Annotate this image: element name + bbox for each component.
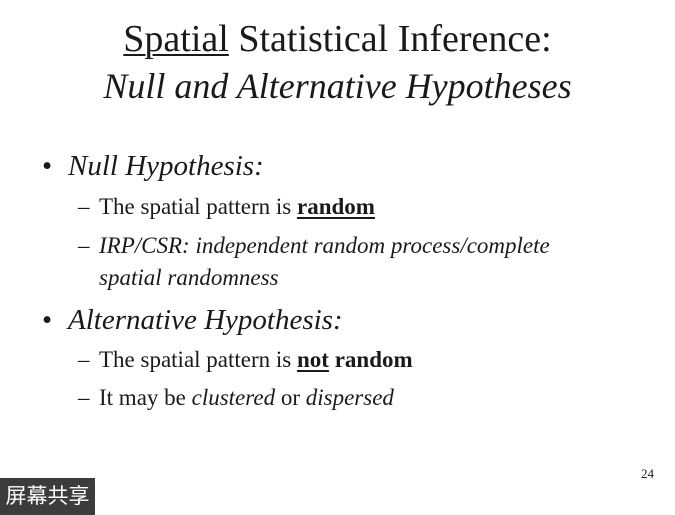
title-underlined-word: Spatial [123, 18, 229, 60]
subitem-text: The spatial pattern is [99, 347, 297, 372]
subitem-emphasis: random [297, 194, 375, 219]
bullet-marker: • [42, 304, 53, 336]
subitem-clustered-dispersed: – It may be clustered or dispersed [78, 383, 394, 413]
screen-share-button[interactable]: 屏幕共享 [0, 478, 95, 515]
slide-subtitle: Null and Alternative Hypotheses [103, 66, 572, 106]
bullet-null-hypothesis: • Null Hypothesis: [42, 149, 264, 183]
subitem-emphasis-random: random [328, 347, 413, 372]
bullet-alternative-hypothesis: • Alternative Hypothesis: [42, 303, 343, 337]
subitem-clustered: clustered [191, 385, 276, 410]
subitem-text: IRP/CSR: independent random process/comp… [99, 233, 550, 258]
subitem-emphasis-not: not [297, 347, 329, 372]
bullet-heading: Null Hypothesis: [68, 150, 264, 182]
subitem-or: or [275, 385, 306, 410]
subitem-not-random: – The spatial pattern is not random [78, 345, 413, 375]
dash-marker: – [78, 347, 90, 372]
subitem-text: The spatial pattern is [99, 194, 297, 219]
subitem-irp-csr-continued: spatial randomness [99, 265, 279, 290]
subitem-random: – The spatial pattern is random [78, 192, 375, 222]
title-rest: Statistical Inference: [228, 18, 552, 60]
bullet-marker: • [42, 150, 53, 182]
page-number: 24 [641, 466, 654, 481]
dash-marker: – [78, 385, 90, 410]
dash-marker: – [78, 194, 90, 219]
dash-marker: – [78, 233, 90, 258]
subitem-dispersed: dispersed [305, 385, 394, 410]
subitem-irp-csr: – IRP/CSR: independent random process/com… [78, 231, 550, 261]
bullet-heading: Alternative Hypothesis: [68, 304, 343, 336]
slide-title: Spatial Statistical Inference: [0, 16, 675, 62]
subitem-text: It may be [99, 385, 192, 410]
